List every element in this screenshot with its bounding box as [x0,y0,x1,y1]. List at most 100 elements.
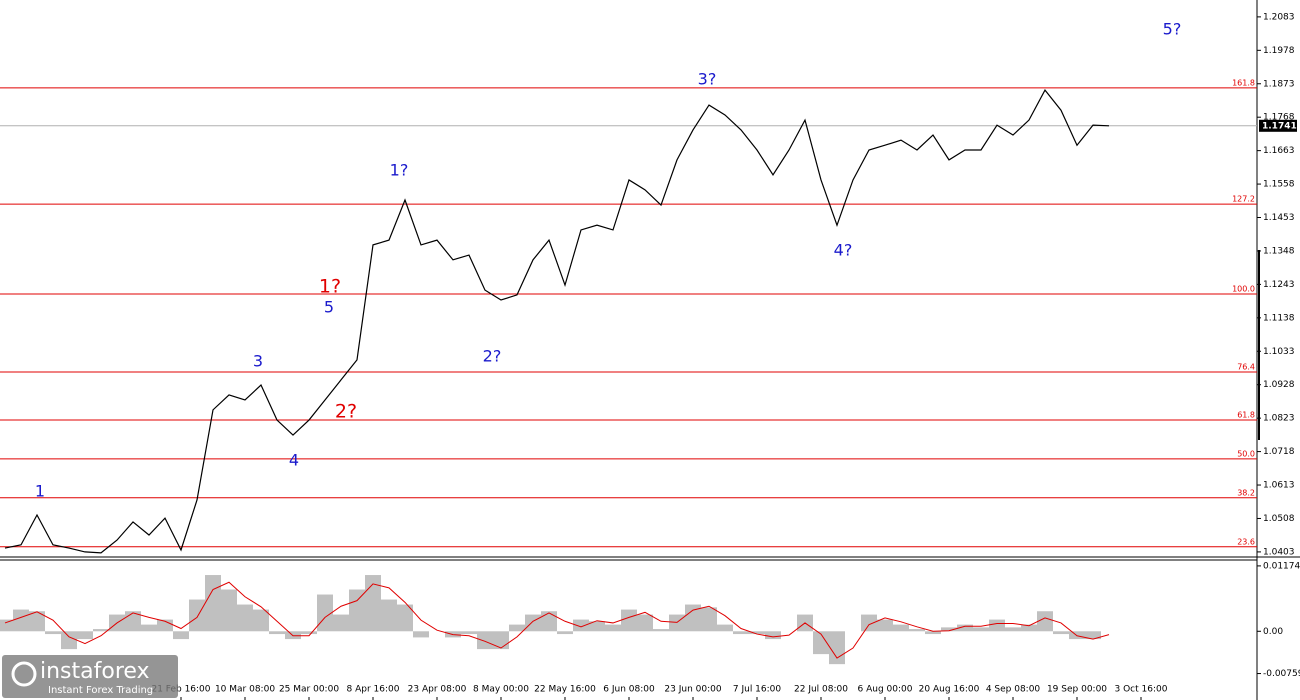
fib-label: 76.4 [1237,362,1255,371]
y-tick-label: -0.00759 [1263,669,1300,679]
y-tick-label: 1.1348 [1263,246,1295,256]
histogram-bar [381,599,397,632]
histogram-bar [269,631,285,635]
histogram-bar [1005,627,1021,632]
histogram-bar [493,631,509,650]
x-tick-label: 7 Jul 16:00 [733,685,782,695]
histogram-bar [973,627,989,632]
histogram-bar [173,631,189,640]
histogram-bar [573,619,589,632]
last-price-box [1259,119,1297,132]
histogram-bar [541,611,557,632]
histogram-bar [557,631,573,635]
histogram-bar [925,631,941,635]
wave-label: 2? [335,401,357,423]
y-tick-label: 1.1453 [1263,213,1295,223]
y-tick-label: 1.1243 [1263,280,1295,290]
histogram-bar [1037,611,1053,632]
y-tick-label: 1.1033 [1263,347,1295,357]
histogram-bar [1053,631,1069,635]
histogram-bar [205,575,221,632]
x-tick-label: 22 May 16:00 [534,685,596,695]
x-tick-label: 6 Jun 08:00 [603,685,655,695]
histogram-bar [509,624,525,632]
y-tick-label: 1.1138 [1263,313,1295,323]
histogram-bar [813,631,829,655]
y-tick-label: 1.1558 [1263,180,1295,190]
x-tick-label: 22 Jul 08:00 [794,685,848,695]
histogram-bar [333,614,349,632]
wave-label: 3? [698,70,717,89]
fib-label: 38.2 [1237,488,1255,497]
histogram-bar [253,609,269,632]
x-tick-label: 8 May 00:00 [473,685,529,695]
y-tick-label: 1.0928 [1263,380,1295,390]
fib-label: 23.6 [1237,537,1255,546]
y-tick-label: 1.0508 [1263,514,1295,524]
wave-label: 1? [319,276,341,298]
logo-icon [11,661,37,687]
x-tick-label: 23 Jun 00:00 [664,685,721,695]
histogram-bar [637,614,653,632]
x-tick-label: 4 Sep 08:00 [986,685,1041,695]
histogram-bar [653,629,669,632]
x-tick-label: 6 Aug 00:00 [858,685,913,695]
histogram-bar [413,631,429,638]
histogram-bar [93,629,109,632]
wave-label: 1 [35,482,45,501]
histogram-bar [0,619,13,632]
histogram-bar [733,631,749,635]
x-tick-label: 25 Mar 00:00 [279,685,339,695]
fib-label: 61.8 [1237,411,1255,420]
y-tick-label: 1.0403 [1263,547,1295,557]
x-tick-label: 19 Sep 00:00 [1047,685,1107,695]
histogram-bar [621,609,637,632]
histogram-bar [861,614,877,632]
histogram-bar [525,614,541,632]
x-tick-label: 21 Feb 16:00 [151,685,210,695]
histogram-bar [13,609,29,632]
wave-label: 2? [483,347,502,366]
histogram-bar [909,629,925,632]
y-tick-label: 1.1978 [1263,46,1295,56]
wave-label: 5? [1163,20,1182,39]
histogram-bar [77,631,93,640]
wave-label: 4 [289,451,299,470]
fib-label: 161.8 [1232,78,1255,87]
y-tick-label: 1.1768 [1263,113,1295,123]
histogram-bar [957,624,973,632]
y-tick-label: 0.00 [1263,627,1283,637]
histogram-bar [717,624,733,632]
y-tick-label: 0.01174 [1263,561,1300,571]
x-tick-label: 8 Apr 16:00 [347,685,400,695]
histogram-bar [605,624,621,632]
histogram-bar [989,619,1005,632]
logo-box [2,655,178,698]
histogram-bar [941,627,957,632]
y-tick-label: 1.0823 [1263,414,1295,424]
histogram-bar [893,624,909,632]
histogram-bar [189,599,205,632]
fib-label: 127.2 [1232,195,1255,204]
histogram-bar [157,619,173,632]
histogram-bar [45,631,61,635]
wave-label: 5 [324,298,334,317]
y-tick-label: 1.0613 [1263,481,1295,491]
histogram-bar [221,589,237,632]
y-tick-label: 1.1663 [1263,146,1295,156]
y-tick-label: 1.2083 [1263,12,1295,22]
price-line [4,89,1110,554]
histogram-bar [1085,631,1101,640]
histogram-bar [61,631,77,650]
logo: instaforex Instant Forex Trading [2,655,178,698]
logo-name: instaforex [40,659,150,684]
histogram-bar [29,611,45,632]
histogram-bar [237,604,253,632]
wave-label: 1? [390,161,409,180]
histogram-bar [349,589,365,632]
histogram-bar [397,604,413,632]
y-tick-label: 1.0718 [1263,447,1295,457]
x-tick-label: 10 Mar 08:00 [215,685,275,695]
